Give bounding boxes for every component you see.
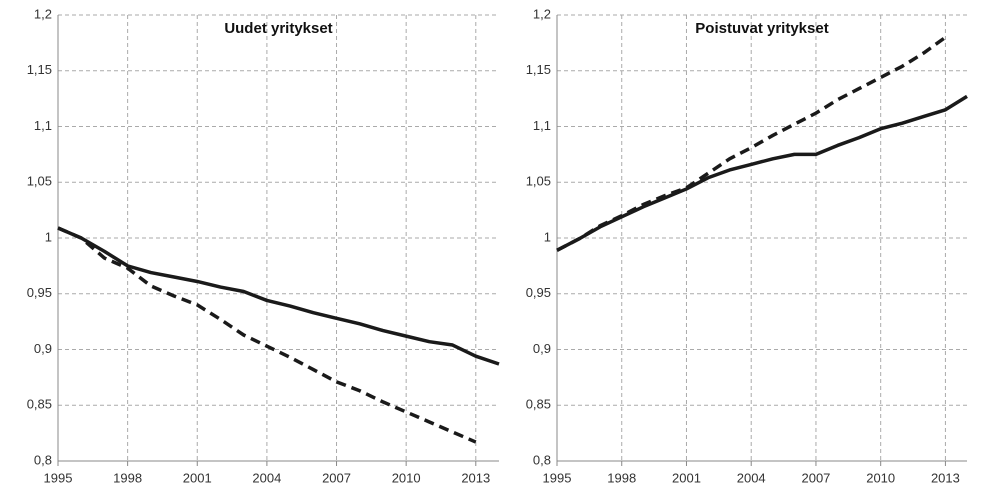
y-tick-label: 0,95 — [27, 285, 52, 300]
y-tick-label: 1 — [45, 229, 52, 244]
x-tick-label: 2007 — [322, 470, 351, 485]
y-tick-label: 0,8 — [34, 452, 52, 467]
y-tick-label: 0,9 — [533, 341, 551, 356]
x-tick-label: 2004 — [252, 470, 281, 485]
y-tick-label: 0,8 — [533, 452, 551, 467]
x-tick-label: 2010 — [866, 470, 895, 485]
line-series — [57, 226, 500, 366]
y-tick-label: 1,2 — [533, 6, 551, 21]
x-tick-label: 1995 — [543, 470, 572, 485]
line-series — [556, 94, 968, 252]
x-tick-label: 2010 — [392, 470, 421, 485]
x-tick-label: 2013 — [461, 470, 490, 485]
y-tick-label: 1 — [544, 229, 551, 244]
chart-title: Poistuvat yritykset — [695, 20, 828, 37]
x-tick-label: 2001 — [183, 470, 212, 485]
y-tick-label: 1,1 — [34, 118, 52, 133]
y-tick-label: 0,95 — [526, 285, 551, 300]
line-series — [556, 35, 947, 252]
y-tick-label: 1,15 — [27, 62, 52, 77]
y-tick-label: 0,85 — [526, 397, 551, 412]
y-tick-label: 0,85 — [27, 397, 52, 412]
y-tick-label: 1,2 — [34, 6, 52, 21]
x-tick-label: 2007 — [801, 470, 830, 485]
x-tick-label: 1998 — [113, 470, 142, 485]
line-series — [57, 226, 477, 444]
x-tick-label: 2001 — [672, 470, 701, 485]
y-tick-label: 0,9 — [34, 341, 52, 356]
x-tick-label: 1998 — [607, 470, 636, 485]
x-tick-label: 2004 — [737, 470, 766, 485]
y-tick-label: 1,15 — [526, 62, 551, 77]
x-tick-label: 1995 — [44, 470, 73, 485]
x-tick-label: 2013 — [931, 470, 960, 485]
chart-title: Uudet yritykset — [224, 20, 332, 37]
y-tick-label: 1,05 — [27, 174, 52, 189]
y-tick-label: 1,05 — [526, 174, 551, 189]
y-tick-label: 1,1 — [533, 118, 551, 133]
